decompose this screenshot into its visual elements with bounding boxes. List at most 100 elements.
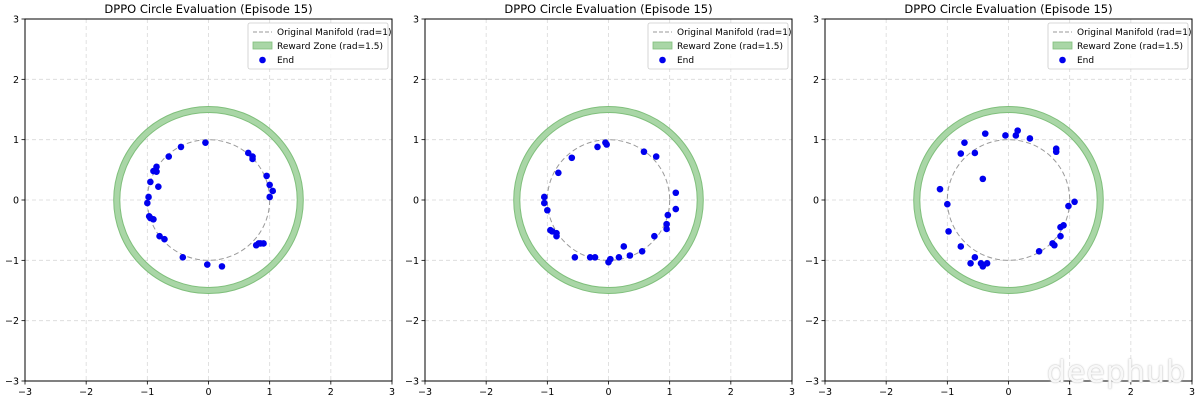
end-point bbox=[672, 189, 680, 197]
y-tick-label: 2 bbox=[413, 75, 419, 86]
legend-reward-swatch bbox=[652, 41, 673, 50]
end-point bbox=[979, 175, 987, 183]
end-point bbox=[586, 254, 594, 261]
end-point bbox=[603, 141, 610, 148]
end-point bbox=[263, 172, 270, 180]
end-point bbox=[957, 243, 965, 250]
legend-label-end: End bbox=[1077, 56, 1094, 66]
end-point bbox=[144, 199, 151, 207]
end-point bbox=[155, 183, 162, 191]
x-tick-label: 3 bbox=[1189, 387, 1195, 398]
end-point bbox=[620, 243, 628, 250]
end-point bbox=[1071, 198, 1078, 206]
end-point bbox=[1065, 202, 1072, 210]
end-point bbox=[594, 143, 601, 151]
x-tick-label: −1 bbox=[540, 387, 554, 398]
y-tick-label: −3 bbox=[405, 377, 419, 388]
x-tick-label: 0 bbox=[605, 387, 611, 398]
end-point bbox=[936, 185, 944, 193]
chart-title: DPPO Circle Evaluation (Episode 15) bbox=[904, 2, 1112, 16]
end-point bbox=[150, 167, 157, 175]
y-tick-label: −2 bbox=[805, 316, 819, 327]
x-tick-label: −1 bbox=[140, 387, 154, 398]
y-tick-label: −2 bbox=[5, 316, 19, 327]
end-point bbox=[269, 187, 277, 195]
x-tick-label: −3 bbox=[418, 387, 432, 398]
y-tick-label: 0 bbox=[413, 196, 419, 207]
chart-panel-1: DPPO Circle Evaluation (Episode 15) −3 −2 −… bbox=[5, 2, 395, 398]
end-point bbox=[945, 228, 952, 235]
end-point bbox=[571, 254, 579, 261]
end-point bbox=[266, 193, 273, 201]
end-point bbox=[150, 216, 157, 223]
end-point bbox=[553, 232, 560, 240]
end-point bbox=[1051, 241, 1058, 249]
legend-label-reward: Reward Zone (rad=1.5) bbox=[677, 42, 783, 52]
legend: Original Manifold (rad=1) Reward Zone (ra… bbox=[247, 22, 392, 70]
y-tick-label: −2 bbox=[405, 316, 419, 327]
end-point bbox=[961, 139, 968, 146]
end-point bbox=[568, 154, 576, 162]
end-point bbox=[944, 200, 951, 208]
y-tick-label: 2 bbox=[13, 75, 19, 86]
watermark-text: deephub bbox=[1046, 355, 1186, 390]
legend-label-end: End bbox=[677, 56, 694, 66]
chart-panel-2: DPPO Circle Evaluation (Episode 15) −3 −2 −… bbox=[405, 2, 795, 398]
end-point bbox=[165, 153, 173, 160]
x-tick-label: 0 bbox=[1005, 387, 1011, 398]
end-point bbox=[663, 225, 670, 233]
end-point bbox=[981, 130, 989, 137]
x-tick-label: −1 bbox=[940, 387, 954, 398]
y-tick-label: −1 bbox=[5, 256, 19, 267]
legend-label-reward: Reward Zone (rad=1.5) bbox=[1077, 42, 1183, 52]
x-tick-label: 2 bbox=[1128, 387, 1134, 398]
y-tick-label: 1 bbox=[13, 135, 19, 146]
end-point bbox=[967, 260, 974, 267]
x-tick-label: 2 bbox=[328, 387, 334, 398]
x-tick-label: −3 bbox=[18, 387, 32, 398]
legend-end-swatch bbox=[659, 56, 666, 64]
chart-title: DPPO Circle Evaluation (Episode 15) bbox=[504, 2, 712, 16]
end-point bbox=[626, 252, 634, 259]
end-point bbox=[640, 148, 648, 156]
chart-title: DPPO Circle Evaluation (Episode 15) bbox=[104, 2, 312, 16]
legend-label-manifold: Original Manifold (rad=1) bbox=[1077, 28, 1192, 38]
end-point bbox=[983, 260, 991, 267]
end-point bbox=[540, 193, 548, 201]
legend-box bbox=[1047, 22, 1189, 70]
x-tick-label: 3 bbox=[389, 387, 395, 398]
end-point bbox=[249, 155, 256, 163]
x-tick-label: −2 bbox=[479, 387, 493, 398]
legend-end-swatch bbox=[1059, 56, 1066, 64]
y-tick-label: −1 bbox=[405, 256, 419, 267]
end-point bbox=[255, 240, 262, 247]
y-tick-label: −3 bbox=[5, 377, 19, 388]
axes-frame bbox=[24, 18, 393, 382]
end-point bbox=[1057, 232, 1064, 240]
end-point bbox=[1052, 148, 1060, 156]
end-point bbox=[615, 254, 623, 261]
reward-zone-ring bbox=[113, 105, 304, 295]
legend-end-swatch bbox=[259, 56, 266, 64]
end-point bbox=[957, 150, 965, 157]
end-point bbox=[544, 206, 551, 214]
y-tick-label: 3 bbox=[413, 15, 419, 26]
end-point bbox=[971, 254, 979, 261]
end-point bbox=[147, 178, 154, 186]
y-tick-label: 0 bbox=[13, 196, 19, 207]
axes-frame bbox=[424, 18, 793, 382]
x-tick-label: −2 bbox=[79, 387, 93, 398]
legend-box bbox=[647, 22, 789, 70]
end-point bbox=[1035, 247, 1043, 255]
end-point bbox=[218, 263, 226, 270]
legend-reward-swatch bbox=[252, 41, 273, 50]
end-point bbox=[651, 232, 658, 240]
y-tick-label: 1 bbox=[413, 135, 419, 146]
end-point bbox=[555, 169, 562, 177]
legend-label-reward: Reward Zone (rad=1.5) bbox=[277, 42, 383, 52]
end-point bbox=[202, 139, 209, 146]
x-tick-label: 1 bbox=[1067, 387, 1073, 398]
legend-reward-swatch bbox=[1052, 41, 1073, 50]
y-tick-label: 1 bbox=[813, 135, 819, 146]
x-tick-label: 1 bbox=[267, 387, 273, 398]
